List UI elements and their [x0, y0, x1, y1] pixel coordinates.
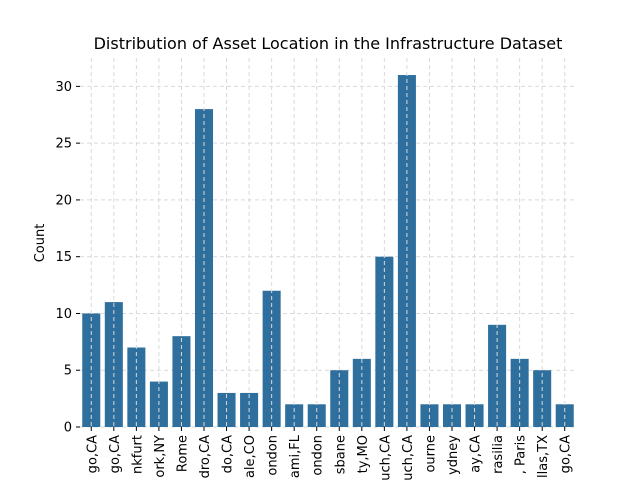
x-tick-label: go,CA	[85, 435, 100, 473]
x-tick-label: dro,CA	[198, 435, 213, 478]
y-tick-label: 30	[55, 80, 72, 95]
y-tick-label: 15	[55, 250, 72, 265]
bar	[352, 358, 371, 427]
x-tick-label: , Paris	[514, 435, 529, 474]
y-tick-label: 5	[64, 364, 72, 379]
x-tick-label: Rome	[175, 435, 190, 472]
x-tick-label: uch,CA	[378, 435, 393, 480]
x-tick-label: llas,TX	[536, 435, 551, 478]
bar	[397, 75, 416, 428]
x-tick-label: ay,CA	[469, 435, 484, 473]
chart-title: Distribution of Asset Location in the In…	[94, 34, 563, 53]
x-tick-label: ydney	[446, 435, 461, 475]
x-tick-label: sbane	[333, 435, 348, 474]
x-tick-label: rasilia	[491, 435, 506, 474]
x-tick-label: ale,CO	[243, 435, 258, 478]
bar	[82, 313, 101, 427]
y-tick-label: 25	[55, 137, 72, 152]
vertical-grid	[90, 58, 566, 427]
x-ticks: go,CA go,CA nkfurt ork,NY Rome dro,CA do,CA ale…	[85, 427, 574, 480]
bar	[533, 370, 552, 427]
x-tick-label: ami,FL	[288, 434, 303, 478]
bar	[330, 370, 349, 427]
x-tick-label: ork,NY	[153, 435, 168, 478]
x-tick-label: ondon	[266, 435, 281, 476]
y-tick-label: 10	[55, 307, 72, 322]
x-tick-label: ty,MO	[356, 435, 371, 473]
x-tick-label: go,CA	[559, 435, 574, 473]
bar	[104, 302, 123, 427]
x-tick-label: ourne	[423, 435, 438, 473]
x-tick-label: do,CA	[221, 435, 236, 473]
x-tick-label: go,CA	[108, 435, 123, 473]
y-tick-label: 20	[55, 193, 72, 208]
y-ticks: 0 5 10 15 20 25 30	[55, 80, 80, 436]
y-tick-label: 0	[64, 421, 72, 436]
x-tick-label: nkfurt	[130, 435, 145, 474]
bar	[262, 290, 281, 427]
bars	[82, 75, 574, 428]
y-axis-label: Count	[33, 224, 48, 263]
x-tick-label: uch,CA	[401, 435, 416, 480]
x-tick-label: ondon	[311, 435, 326, 476]
bar	[510, 358, 529, 427]
